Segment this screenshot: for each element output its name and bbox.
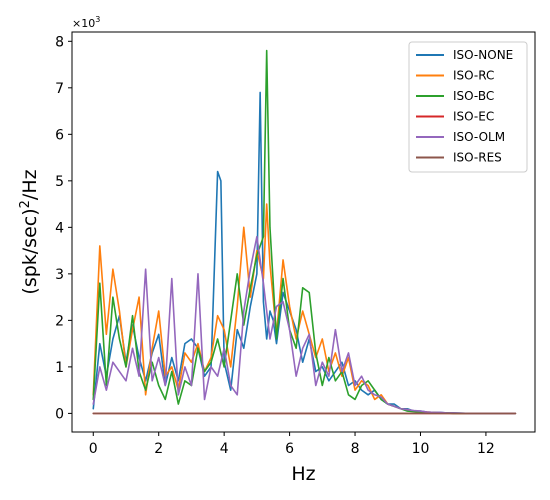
legend-label-iso-olm: ISO-OLM [453,130,505,144]
legend-label-iso-res: ISO-RES [453,151,502,165]
legend-label-iso-none: ISO-NONE [453,48,513,62]
x-tick-label: 0 [89,441,98,457]
y-axis-label-superscript: 2 [18,200,33,208]
y-axis: 0 1 2 3 4 5 6 7 8 [55,34,72,422]
x-tick-label: 6 [285,441,294,457]
y-tick-label: 5 [55,174,64,190]
y-tick-label: 3 [55,267,64,283]
x-axis-label: Hz [291,463,315,485]
x-tick-label: 10 [412,441,430,457]
y-tick-label: 2 [55,313,64,329]
series-layer [92,49,517,415]
x-tick-label: 2 [154,441,163,457]
y-axis-label-tail: /Hz [19,169,41,200]
plot-frame [71,31,536,433]
y-tick-label: 6 [55,127,64,143]
y-axis-label: (spk/sec)2/Hz [18,169,41,294]
y-tick-label: 7 [55,81,64,97]
legend-label-iso-ec: ISO-EC [453,110,494,124]
y-multiplier: ×103 [72,15,100,30]
series-line-iso-bc [92,49,517,415]
legend: ISO-NONE ISO-RC ISO-BC ISO-EC ISO-OLM ISO-RES [408,41,528,173]
y-tick-label: 1 [55,360,64,376]
x-tick-label: 8 [351,441,360,457]
x-tick-label: 12 [477,441,495,457]
y-multiplier-exponent: 3 [95,15,100,24]
legend-label-iso-bc: ISO-BC [453,89,494,103]
x-tick-label: 4 [220,441,229,457]
y-tick-label: 4 [55,220,64,236]
y-tick-label: 0 [55,406,64,422]
series-line-iso-olm [92,235,517,415]
x-axis: 0 2 4 6 8 10 12 [89,432,495,457]
legend-label-iso-rc: ISO-RC [453,69,494,83]
y-tick-label: 8 [55,34,64,50]
